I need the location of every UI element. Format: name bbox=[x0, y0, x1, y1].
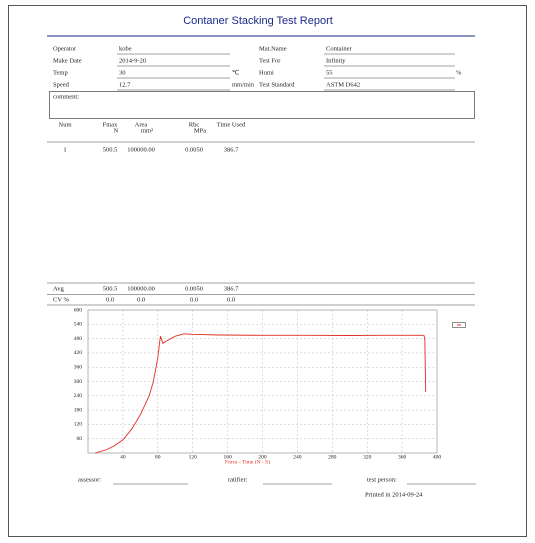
field-label: Test For bbox=[259, 57, 281, 64]
x-axis-title: Force - Time (N - S) bbox=[225, 458, 270, 465]
summary-cell: 0.0 bbox=[137, 296, 145, 303]
y-tick-label: 60 bbox=[77, 436, 83, 442]
table-cell: 500.5 bbox=[103, 146, 118, 153]
x-tick-label: 320 bbox=[363, 454, 372, 460]
table-header-unit: MPa bbox=[194, 127, 206, 134]
field-label: Make Date bbox=[53, 57, 82, 64]
x-tick-label: 120 bbox=[189, 454, 198, 460]
y-tick-label: 360 bbox=[74, 364, 83, 370]
field-value: kobe bbox=[119, 45, 132, 52]
field-value: ASTM D642 bbox=[326, 81, 360, 88]
x-tick-label: 40 bbox=[120, 454, 126, 460]
table-header: Fmax bbox=[103, 121, 119, 128]
summary-cell: 100000.00 bbox=[127, 285, 155, 292]
field-unit: ℃ bbox=[232, 69, 240, 76]
signature-label: ratifier: bbox=[228, 476, 248, 483]
x-tick-label: 200 bbox=[258, 454, 267, 460]
field-value: Infinity bbox=[326, 57, 346, 64]
table-header-unit: mm² bbox=[141, 127, 153, 134]
summary-cell: 500.5 bbox=[103, 285, 118, 292]
x-tick-label: 360 bbox=[398, 454, 407, 460]
field-label: Speed bbox=[53, 81, 70, 88]
summary-cell: 0.0 bbox=[227, 296, 235, 303]
printed-date: Printed in 2014-09-24 bbox=[365, 491, 423, 498]
summary-cell: 386.7 bbox=[224, 285, 239, 292]
x-tick-label: 400 bbox=[433, 454, 442, 460]
y-tick-label: 300 bbox=[74, 379, 83, 385]
table-header: Num bbox=[59, 121, 72, 128]
signature-label: test person: bbox=[367, 476, 397, 483]
table-cell: 0.0050 bbox=[185, 146, 203, 153]
field-label: Test Standard bbox=[259, 81, 295, 88]
comment-label: comment: bbox=[53, 93, 79, 100]
table-header: Area bbox=[135, 121, 148, 128]
field-unit: mm/min bbox=[232, 81, 255, 88]
page-border bbox=[8, 5, 527, 537]
field-unit: % bbox=[456, 69, 462, 76]
y-tick-label: 420 bbox=[74, 350, 83, 356]
field-value: 2014-9-20 bbox=[119, 57, 146, 64]
summary-cell: Avg bbox=[53, 285, 64, 292]
table-header: Time Used bbox=[217, 121, 246, 128]
summary-cell: CV % bbox=[53, 296, 70, 303]
field-label: Humi bbox=[259, 69, 274, 76]
y-tick-label: 120 bbox=[74, 422, 83, 428]
y-tick-label: 540 bbox=[74, 322, 83, 328]
x-tick-label: 240 bbox=[293, 454, 302, 460]
table-header: Rbc bbox=[189, 121, 200, 128]
summary-cell: 0.0 bbox=[190, 296, 198, 303]
table-cell: 100000.00 bbox=[127, 146, 155, 153]
y-tick-label: 480 bbox=[74, 336, 83, 342]
field-label: Mat.Name bbox=[259, 45, 287, 52]
x-tick-label: 280 bbox=[328, 454, 337, 460]
field-value: 30 bbox=[119, 69, 126, 76]
y-tick-label: 600 bbox=[74, 307, 83, 313]
table-cell: 1 bbox=[63, 146, 66, 153]
table-cell: 386.7 bbox=[224, 146, 239, 153]
y-tick-label: 240 bbox=[74, 393, 83, 399]
x-tick-label: 80 bbox=[155, 454, 161, 460]
field-value: 12.7 bbox=[119, 81, 131, 88]
summary-cell: 0.0 bbox=[106, 296, 114, 303]
x-tick-label: 160 bbox=[223, 454, 232, 460]
report-title: Contaner Stacking Test Report bbox=[183, 15, 333, 27]
field-value: Container bbox=[326, 45, 352, 52]
field-value: 55 bbox=[326, 69, 333, 76]
field-label: Temp bbox=[53, 69, 68, 76]
field-label: Operator bbox=[53, 45, 77, 52]
y-tick-label: 180 bbox=[74, 407, 83, 413]
data-line bbox=[94, 333, 427, 454]
table-header-unit: N bbox=[114, 127, 119, 134]
signature-label: assessor: bbox=[78, 476, 101, 483]
comment-box bbox=[49, 91, 475, 119]
summary-cell: 0.0050 bbox=[185, 285, 203, 292]
